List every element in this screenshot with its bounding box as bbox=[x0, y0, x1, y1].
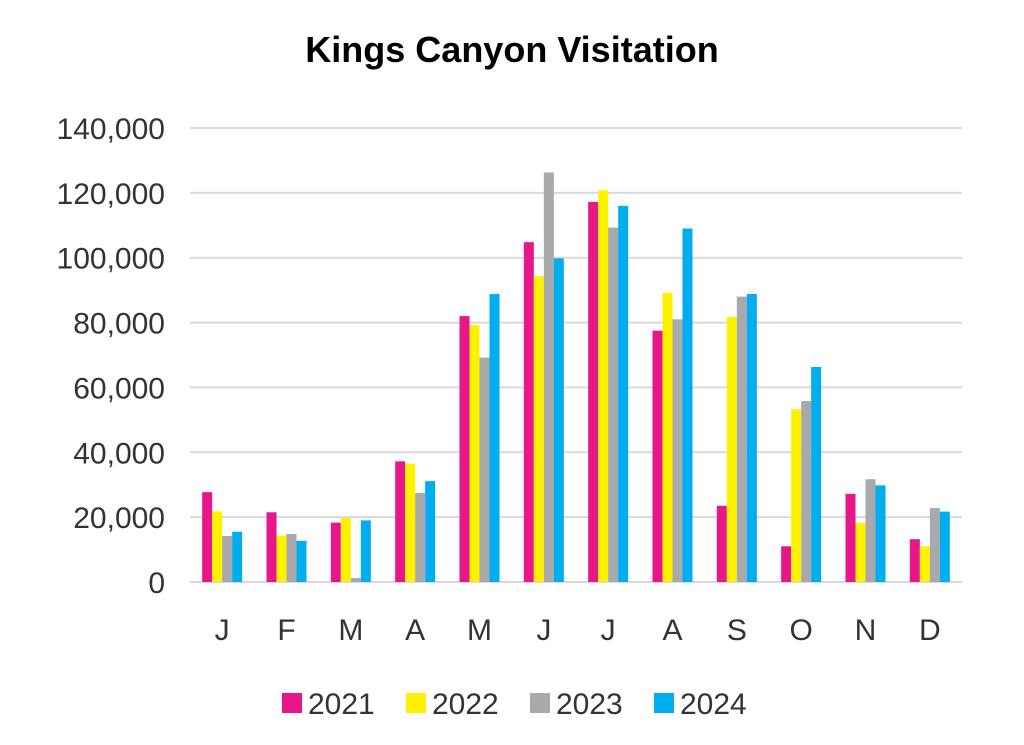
chart-title: Kings Canyon Visitation bbox=[305, 29, 718, 70]
bar-2023-10 bbox=[865, 479, 876, 582]
x-tick-label: S bbox=[727, 614, 747, 647]
bar-2023-2 bbox=[350, 578, 361, 582]
bar-2022-3 bbox=[405, 463, 416, 582]
bar-2023-8 bbox=[736, 296, 747, 582]
legend-label-2023: 2023 bbox=[556, 688, 623, 721]
legend-swatch-2022 bbox=[406, 693, 426, 713]
legend-swatch-2023 bbox=[530, 693, 550, 713]
y-tick-label: 80,000 bbox=[73, 308, 165, 341]
x-tick-label: O bbox=[789, 614, 812, 647]
legend-swatch-2021 bbox=[282, 693, 302, 713]
legend-label-2022: 2022 bbox=[432, 688, 499, 721]
y-tick-label: 140,000 bbox=[57, 113, 165, 146]
bar-2023-1 bbox=[286, 534, 297, 582]
gridlines bbox=[190, 127, 962, 583]
bar-2021-8 bbox=[716, 505, 727, 582]
bar-2021-0 bbox=[202, 492, 213, 582]
x-tick-label: A bbox=[662, 614, 682, 647]
bars bbox=[202, 172, 950, 583]
y-tick-label: 40,000 bbox=[73, 437, 165, 470]
bar-2022-7 bbox=[662, 292, 673, 582]
y-tick-label: 120,000 bbox=[57, 178, 165, 211]
bar-2023-0 bbox=[222, 535, 233, 582]
y-tick-label: 0 bbox=[148, 567, 165, 600]
bar-2024-5 bbox=[553, 258, 564, 582]
bar-2021-3 bbox=[395, 461, 406, 582]
bar-2024-11 bbox=[939, 511, 950, 582]
x-tick-label: J bbox=[601, 614, 616, 647]
bar-2021-11 bbox=[909, 539, 920, 582]
bar-2024-2 bbox=[360, 520, 371, 582]
y-tick-label: 100,000 bbox=[57, 243, 165, 276]
legend-label-2021: 2021 bbox=[308, 688, 375, 721]
bar-2022-9 bbox=[791, 409, 802, 582]
x-tick-label: J bbox=[215, 614, 230, 647]
bar-2023-9 bbox=[801, 401, 812, 582]
bar-2023-4 bbox=[479, 357, 490, 582]
bar-2021-5 bbox=[523, 242, 534, 583]
bar-2022-2 bbox=[340, 518, 351, 582]
legend-label-2024: 2024 bbox=[680, 688, 747, 721]
bar-2022-5 bbox=[533, 276, 544, 582]
bar-2022-6 bbox=[598, 190, 609, 582]
bar-2022-8 bbox=[726, 317, 737, 582]
bar-2024-0 bbox=[232, 531, 243, 582]
y-tick-label: 20,000 bbox=[73, 502, 165, 535]
bar-2024-9 bbox=[811, 366, 822, 582]
bar-2023-7 bbox=[672, 319, 683, 582]
bar-2023-5 bbox=[543, 172, 554, 583]
bar-2021-2 bbox=[330, 522, 341, 582]
bar-2024-1 bbox=[296, 540, 307, 582]
bar-2023-11 bbox=[929, 508, 940, 582]
x-tick-label: M bbox=[467, 614, 492, 647]
legend-swatch-2024 bbox=[654, 693, 674, 713]
bar-2021-7 bbox=[652, 330, 663, 582]
bar-2022-10 bbox=[855, 522, 866, 582]
bar-2024-3 bbox=[425, 481, 436, 582]
bar-2024-4 bbox=[489, 294, 500, 582]
bar-2021-6 bbox=[588, 201, 599, 583]
x-tick-label: M bbox=[338, 614, 363, 647]
x-tick-label: J bbox=[536, 614, 551, 647]
x-tick-label: A bbox=[405, 614, 425, 647]
bar-2023-6 bbox=[608, 227, 619, 582]
y-axis-ticks: 0 20,000 40,000 60,000 80,000 100,000 120,000 1… bbox=[57, 113, 165, 600]
bar-2022-11 bbox=[919, 546, 930, 582]
bar-2021-9 bbox=[781, 546, 792, 582]
bar-2023-3 bbox=[415, 492, 426, 582]
bar-2022-0 bbox=[212, 511, 223, 582]
legend: 2021 2022 2023 2024 bbox=[282, 688, 747, 721]
x-tick-label: D bbox=[919, 614, 941, 647]
y-tick-label: 60,000 bbox=[73, 372, 165, 405]
x-tick-label: N bbox=[855, 614, 877, 647]
bar-2024-8 bbox=[746, 294, 757, 582]
x-tick-label: F bbox=[277, 614, 295, 647]
bar-2021-1 bbox=[266, 512, 277, 582]
bar-2021-4 bbox=[459, 316, 470, 582]
bar-2022-1 bbox=[276, 535, 287, 582]
bar-2022-4 bbox=[469, 325, 480, 582]
bar-2024-7 bbox=[682, 228, 693, 582]
bar-2024-6 bbox=[618, 205, 629, 583]
bar-2021-10 bbox=[845, 493, 856, 582]
bar-2024-10 bbox=[875, 485, 886, 582]
